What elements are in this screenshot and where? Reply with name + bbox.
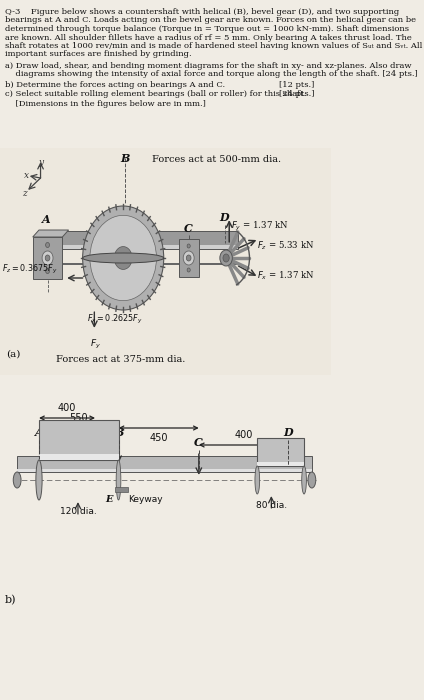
Text: 120 dia.: 120 dia. (60, 507, 96, 516)
Bar (62, 231, 238, 249)
Ellipse shape (83, 253, 164, 263)
Circle shape (223, 254, 229, 262)
Text: B: B (114, 427, 123, 438)
Bar (62, 246, 238, 249)
Text: D: D (220, 212, 229, 223)
Circle shape (46, 242, 50, 248)
Text: are known. All shoulder fillets have a radius of rf = 5 mm. Only bearing A takes: are known. All shoulder fillets have a r… (5, 34, 411, 41)
Circle shape (187, 268, 190, 272)
Text: $F_z$ = 5.33 kN: $F_z$ = 5.33 kN (257, 240, 315, 253)
Text: 550: 550 (70, 413, 88, 423)
Text: a) Draw load, shear, and bending moment diagrams for the shaft in xy- and xz-pla: a) Draw load, shear, and bending moment … (5, 62, 411, 70)
Text: x: x (24, 171, 29, 179)
Text: 400: 400 (234, 430, 253, 440)
Text: Keyway: Keyway (128, 495, 162, 504)
Text: Q-3    Figure below shows a countershaft with helical (B), bevel gear (D), and t: Q-3 Figure below shows a countershaft wi… (5, 8, 399, 16)
Text: bearings at A and C. Loads acting on the bevel gear are known. Forces on the hel: bearings at A and C. Loads acting on the… (5, 17, 416, 25)
Ellipse shape (116, 460, 121, 500)
Text: $F_x = 0.2625F_y$: $F_x = 0.2625F_y$ (86, 313, 142, 326)
Circle shape (183, 251, 194, 265)
Text: determined through torque balance (Torque in = Torque out = 1000 kN-mm). Shaft d: determined through torque balance (Torqu… (5, 25, 409, 33)
Bar (257, 462, 304, 466)
Bar (257, 438, 304, 466)
Bar (33, 237, 62, 279)
Text: 450: 450 (149, 433, 168, 443)
Circle shape (186, 255, 191, 261)
Text: C: C (184, 223, 193, 234)
Text: b) Determine the forces acting on bearings A and C.: b) Determine the forces acting on bearin… (5, 81, 225, 89)
Text: Forces act at 375-mm dia.: Forces act at 375-mm dia. (56, 355, 186, 364)
Circle shape (83, 206, 164, 310)
Text: Forces act at 500-mm dia.: Forces act at 500-mm dia. (152, 155, 281, 164)
Circle shape (45, 255, 50, 261)
Bar (115, 487, 128, 492)
Bar (0, 148, 331, 375)
Text: B: B (120, 153, 129, 164)
Text: c) Select suitable rolling element bearings (ball or roller) for this shaft.: c) Select suitable rolling element beari… (5, 90, 306, 99)
Text: C: C (194, 437, 203, 448)
Text: $F_z = 0.3675F_y$: $F_z = 0.3675F_y$ (3, 263, 58, 276)
Text: 400: 400 (58, 403, 76, 413)
Text: diagrams showing the intensity of axial force and torque along the length of the: diagrams showing the intensity of axial … (5, 71, 417, 78)
Bar (62, 263, 238, 265)
Text: y: y (38, 158, 43, 167)
Text: 80 dia.: 80 dia. (256, 501, 287, 510)
Bar (17, 469, 312, 472)
Polygon shape (33, 230, 69, 237)
Text: D: D (284, 427, 293, 438)
Ellipse shape (13, 472, 21, 488)
Circle shape (42, 251, 53, 265)
Text: A: A (42, 214, 50, 225)
Text: [Dimensions in the figures below are in mm.]: [Dimensions in the figures below are in … (5, 100, 206, 108)
Bar (39, 454, 119, 460)
Ellipse shape (308, 472, 316, 488)
Text: $F_y$: $F_y$ (90, 338, 101, 351)
Bar (17, 456, 312, 472)
Ellipse shape (36, 460, 42, 500)
Circle shape (220, 250, 232, 266)
Circle shape (114, 246, 132, 270)
Text: E: E (105, 495, 112, 504)
Text: $F_y$ = 1.37 kN: $F_y$ = 1.37 kN (231, 220, 289, 233)
Ellipse shape (302, 466, 307, 494)
Circle shape (90, 216, 156, 300)
Text: shaft rotates at 1000 rev/min and is made of hardened steel having known values : shaft rotates at 1000 rev/min and is mad… (5, 42, 422, 50)
Text: A: A (35, 427, 43, 438)
Text: z: z (22, 188, 27, 197)
Text: [12 pts.]: [12 pts.] (279, 81, 315, 89)
Text: b): b) (5, 595, 16, 606)
Bar (39, 420, 119, 460)
Ellipse shape (255, 466, 259, 494)
Text: important surfaces are finished by grinding.: important surfaces are finished by grind… (5, 50, 191, 59)
Circle shape (187, 244, 190, 248)
Bar (179, 239, 199, 277)
Text: $F_x$ = 1.37 kN: $F_x$ = 1.37 kN (257, 270, 315, 282)
Text: [24 pts.]: [24 pts.] (279, 90, 315, 99)
Text: (a): (a) (6, 350, 21, 359)
Circle shape (46, 269, 50, 274)
